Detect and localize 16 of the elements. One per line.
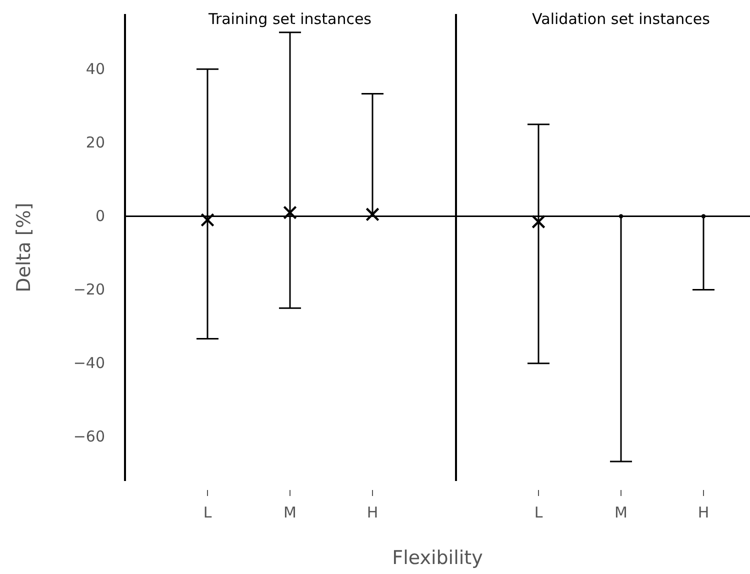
chart-title: Validation set instances: [532, 10, 710, 28]
x-tick-label: M: [614, 504, 628, 522]
x-tick-label: H: [366, 504, 378, 522]
y-tick-label: 20: [86, 134, 105, 152]
x-tick-label: H: [698, 504, 710, 522]
y-tick-label: −20: [73, 280, 105, 299]
x-tick-label: L: [203, 504, 212, 522]
x-tick-label: L: [534, 504, 544, 522]
x-tick-label: M: [284, 504, 296, 522]
y-tick-label: 40: [86, 60, 105, 78]
y-tick-label: 0: [95, 207, 105, 226]
x-axis-title: Flexibility: [392, 547, 483, 569]
chart-title: Training set instances: [207, 10, 372, 28]
y-axis-title: Delta [%]: [13, 202, 35, 292]
y-tick-label: −40: [73, 354, 105, 372]
y-tick-label: −60: [73, 428, 105, 446]
